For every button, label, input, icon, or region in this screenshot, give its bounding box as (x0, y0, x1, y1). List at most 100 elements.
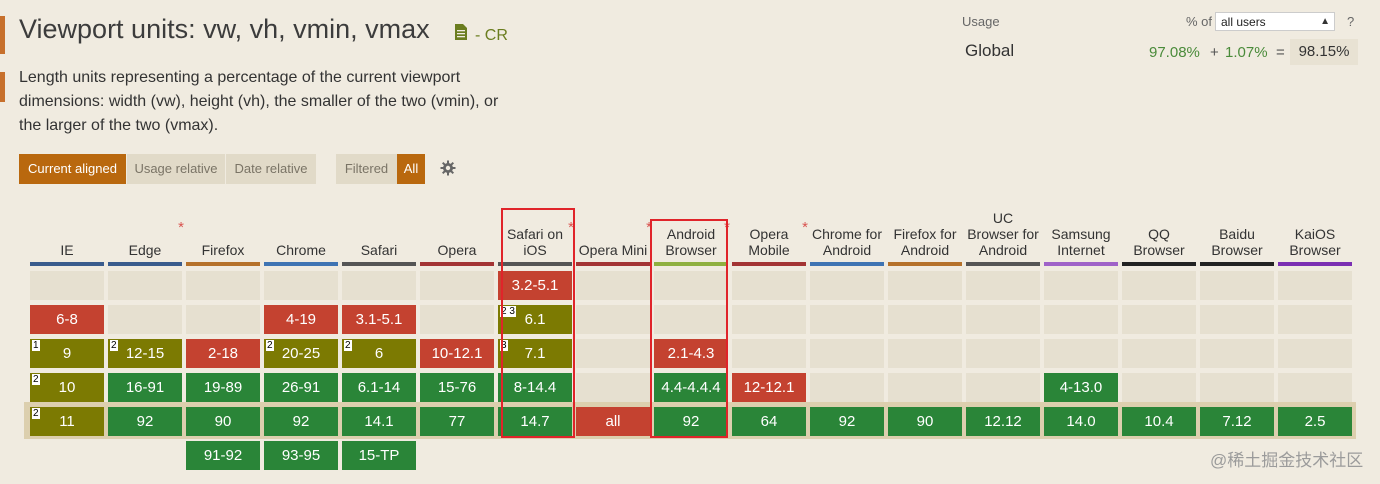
version-cell[interactable]: 12-12.1 (732, 373, 806, 402)
version-cell[interactable]: 6.1-14 (342, 373, 416, 402)
all-button[interactable]: All (397, 154, 425, 184)
browser-header: QQ Browser (1122, 196, 1196, 262)
version-cell[interactable]: 77 (420, 407, 494, 436)
version-label: 6.1 (524, 311, 546, 328)
version-cell[interactable]: 7.12 (1200, 407, 1274, 436)
version-label: 64 (760, 413, 778, 430)
browser-name: Edge (128, 242, 162, 258)
version-cell[interactable]: 4-19 (264, 305, 338, 334)
version-label: 7.12 (1222, 413, 1252, 430)
version-cell[interactable]: 26-91 (264, 373, 338, 402)
version-label: 2.1-4.3 (667, 345, 715, 362)
version-cell[interactable]: 93-95 (264, 441, 338, 470)
version-label: 16-91 (125, 379, 165, 396)
version-label: 12-12.1 (743, 379, 795, 396)
version-cell[interactable]: 91-92 (186, 441, 260, 470)
version-cell[interactable]: 92 (264, 407, 338, 436)
empty-cell (732, 339, 806, 368)
version-cell[interactable]: 10-12.1 (420, 339, 494, 368)
version-label: 3.1-5.1 (355, 311, 403, 328)
version-cell[interactable]: 15-TP (342, 441, 416, 470)
note-badge[interactable]: 3 (500, 340, 508, 351)
browser-header: Firefox (186, 196, 260, 262)
version-cell[interactable]: 90 (186, 407, 260, 436)
version-cell[interactable]: 2-18 (186, 339, 260, 368)
version-label: 92 (136, 413, 154, 430)
version-cell[interactable]: 2.5 (1278, 407, 1352, 436)
usage-relative-button[interactable]: Usage relative (127, 154, 225, 184)
version-label: 92 (292, 413, 310, 430)
version-label: 77 (448, 413, 466, 430)
empty-cell (108, 305, 182, 334)
version-cell[interactable]: 10 2 (30, 373, 104, 402)
browser-name: Safari on iOS (506, 226, 564, 258)
browser-name: Baidu Browser (1211, 226, 1263, 258)
browser-name: Safari (360, 242, 398, 258)
prefix-star-icon: * (568, 219, 574, 236)
version-cell[interactable]: 2.1-4.3 (654, 339, 728, 368)
empty-cell (966, 339, 1040, 368)
version-label: 93-95 (281, 447, 321, 464)
version-cell[interactable]: 7.1 3 (498, 339, 572, 368)
browser-name: Opera Mobile (748, 226, 790, 258)
version-cell[interactable]: 14.0 (1044, 407, 1118, 436)
version-cell[interactable]: 19-89 (186, 373, 260, 402)
note-badge[interactable]: 1 (32, 340, 40, 351)
empty-cell (1278, 305, 1352, 334)
version-cell[interactable]: 90 (888, 407, 962, 436)
version-cell[interactable]: 6.1 2 3 (498, 305, 572, 334)
empty-cell (30, 271, 104, 300)
browser-header: Safari (342, 196, 416, 262)
note-badge[interactable]: 2 (110, 340, 118, 351)
gear-icon[interactable] (440, 160, 456, 176)
version-cell[interactable]: 8-14.4 (498, 373, 572, 402)
version-label: 4.4-4.4.4 (661, 379, 721, 396)
empty-cell (1278, 373, 1352, 402)
browser-name: Samsung Internet (1051, 226, 1111, 258)
filtered-button[interactable]: Filtered (336, 154, 397, 184)
version-cell[interactable]: 11 2 (30, 407, 104, 436)
empty-cell (1278, 271, 1352, 300)
spec-status[interactable]: - CR (475, 27, 508, 44)
version-cell[interactable]: 6-8 (30, 305, 104, 334)
version-cell[interactable]: all (576, 407, 650, 436)
version-label: 92 (838, 413, 856, 430)
version-label: 90 (916, 413, 934, 430)
document-icon[interactable] (455, 24, 467, 40)
browser-header: Opera Mini * (576, 196, 652, 262)
empty-cell (810, 305, 884, 334)
note-badge[interactable]: 2 (344, 340, 352, 351)
version-cell[interactable]: 15-76 (420, 373, 494, 402)
version-cell[interactable]: 10.4 (1122, 407, 1196, 436)
usage-scope-select[interactable]: all users ▲ (1215, 12, 1335, 31)
version-label: 10-12.1 (431, 345, 483, 362)
empty-cell (888, 305, 962, 334)
watermark: @稀土掘金技术社区 (1210, 451, 1364, 470)
version-cell[interactable]: 16-91 (108, 373, 182, 402)
version-cell[interactable]: 14.7 (498, 407, 572, 436)
version-cell[interactable]: 4-13.0 (1044, 373, 1118, 402)
version-cell[interactable]: 3.2-5.1 (498, 271, 572, 300)
version-cell[interactable]: 64 (732, 407, 806, 436)
version-cell[interactable]: 3.1-5.1 (342, 305, 416, 334)
date-relative-button[interactable]: Date relative (226, 154, 316, 184)
version-label: 7.1 (524, 345, 546, 362)
percent-of-label: % of (1186, 14, 1213, 29)
help-link[interactable]: ? (1347, 14, 1355, 29)
note-badge[interactable]: 2 (32, 408, 40, 419)
version-cell[interactable]: 92 (108, 407, 182, 436)
version-cell[interactable]: 20-25 2 (264, 339, 338, 368)
version-cell[interactable]: 14.1 (342, 407, 416, 436)
version-cell[interactable]: 92 (654, 407, 728, 436)
version-cell[interactable]: 12-15 2 (108, 339, 182, 368)
browser-underline (30, 262, 104, 266)
note-badge[interactable]: 2 (32, 374, 40, 385)
current-aligned-button[interactable]: Current aligned (19, 154, 126, 184)
note-badge[interactable]: 2 (266, 340, 274, 351)
version-cell[interactable]: 4.4-4.4.4 (654, 373, 728, 402)
note-badge[interactable]: 2 3 (500, 306, 516, 317)
version-cell[interactable]: 92 (810, 407, 884, 436)
version-cell[interactable]: 12.12 (966, 407, 1040, 436)
